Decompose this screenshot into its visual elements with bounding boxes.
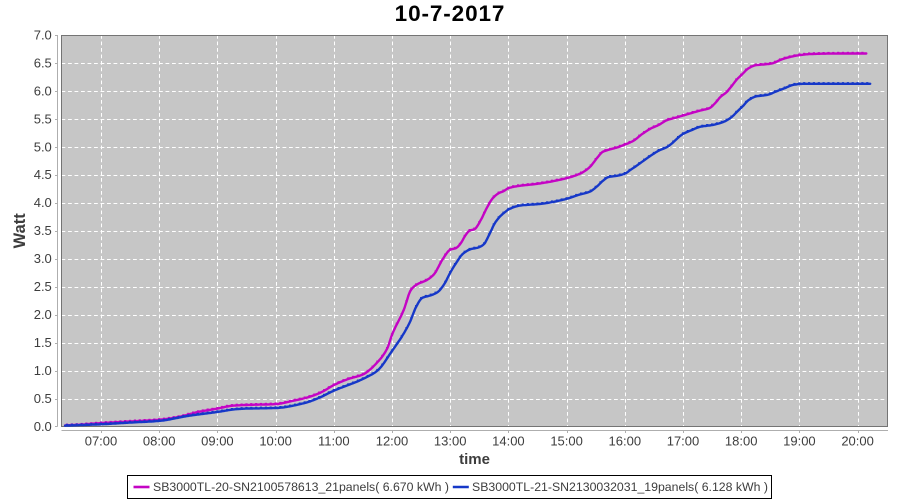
- svg-text:20:00: 20:00: [841, 434, 874, 449]
- svg-text:SB3000TL-20-SN2100578613_21pan: SB3000TL-20-SN2100578613_21panels( 6.670…: [153, 480, 449, 494]
- svg-text:10-7-2017: 10-7-2017: [395, 1, 506, 26]
- svg-text:5.5: 5.5: [34, 111, 52, 126]
- svg-text:13:00: 13:00: [434, 434, 467, 449]
- svg-text:17:00: 17:00: [667, 434, 700, 449]
- svg-text:3.0: 3.0: [34, 251, 52, 266]
- svg-text:08:00: 08:00: [143, 434, 176, 449]
- svg-text:4.5: 4.5: [34, 167, 52, 182]
- svg-text:16:00: 16:00: [609, 434, 642, 449]
- svg-text:4.0: 4.0: [34, 195, 52, 210]
- svg-text:07:00: 07:00: [85, 434, 118, 449]
- svg-text:1.5: 1.5: [34, 335, 52, 350]
- svg-text:19:00: 19:00: [783, 434, 816, 449]
- svg-text:SB3000TL-21-SN2130032031_19pan: SB3000TL-21-SN2130032031_19panels( 6.128…: [472, 480, 768, 494]
- svg-text:6.0: 6.0: [34, 83, 52, 98]
- svg-text:0.0: 0.0: [34, 419, 52, 434]
- svg-text:6.5: 6.5: [34, 55, 52, 70]
- svg-text:3.5: 3.5: [34, 223, 52, 238]
- svg-text:1.0: 1.0: [34, 363, 52, 378]
- svg-text:time: time: [459, 451, 490, 468]
- svg-text:15:00: 15:00: [550, 434, 583, 449]
- svg-text:14:00: 14:00: [492, 434, 525, 449]
- svg-text:18:00: 18:00: [725, 434, 758, 449]
- svg-text:11:00: 11:00: [318, 434, 350, 449]
- svg-text:0.5: 0.5: [34, 391, 52, 406]
- svg-text:7.0: 7.0: [34, 27, 52, 42]
- svg-text:Watt: Watt: [11, 213, 29, 249]
- svg-text:2.5: 2.5: [34, 279, 52, 294]
- svg-text:10:00: 10:00: [259, 434, 292, 449]
- svg-text:12:00: 12:00: [376, 434, 409, 449]
- svg-text:09:00: 09:00: [201, 434, 234, 449]
- svg-text:2.0: 2.0: [34, 307, 52, 322]
- svg-text:5.0: 5.0: [34, 139, 52, 154]
